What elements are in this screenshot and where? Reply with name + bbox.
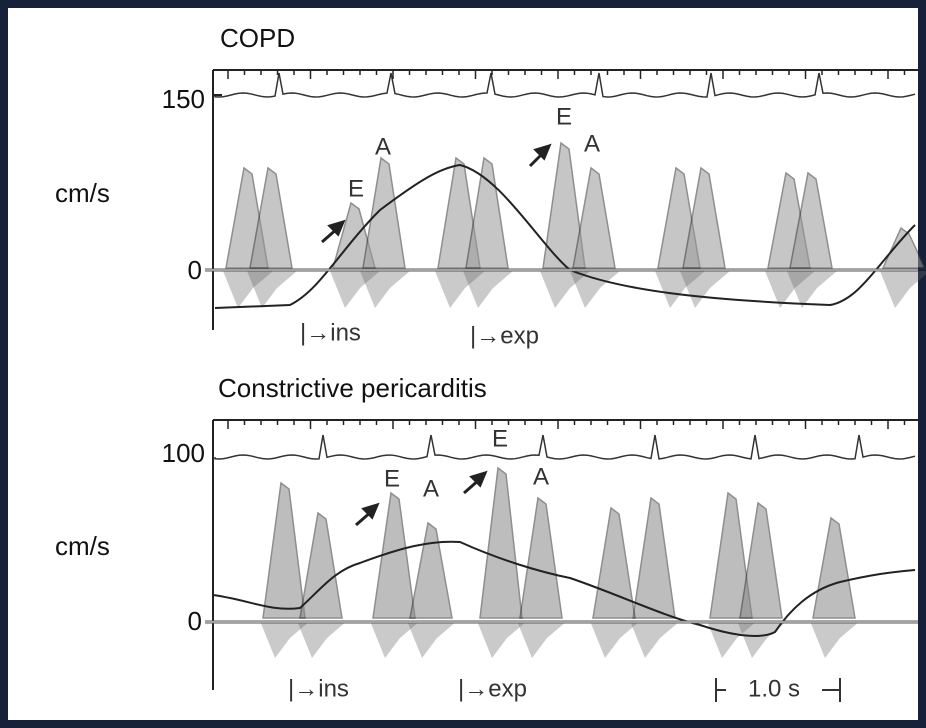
- reverse-flow: [787, 271, 837, 308]
- panel-title: COPD: [220, 23, 295, 53]
- tick-label: 100: [162, 438, 205, 468]
- reverse-flow: [630, 621, 680, 658]
- reverse-flow: [737, 621, 787, 658]
- marker: |→exp: [470, 322, 539, 349]
- reverse-flow: [765, 271, 815, 308]
- reverse-flow: [247, 271, 297, 308]
- marker: |→exp: [458, 675, 527, 702]
- marker: |→ins: [300, 319, 361, 346]
- traces: [212, 72, 926, 658]
- tick-label: 0: [188, 606, 202, 636]
- doppler-envelope: [299, 511, 343, 619]
- arrow-head: [469, 470, 488, 488]
- annotation: A: [423, 475, 439, 502]
- doppler-envelope: [465, 156, 509, 269]
- annotation: A: [533, 463, 549, 490]
- reverse-flow: [655, 271, 705, 308]
- y-label: cm/s: [55, 178, 110, 208]
- reverse-flow: [260, 621, 310, 658]
- respiration-trace: [214, 163, 916, 309]
- reverse-flow: [590, 621, 640, 658]
- doppler-envelope: [409, 521, 453, 619]
- reverse-flow: [330, 271, 380, 308]
- reverse-flow: [810, 621, 860, 658]
- reverse-flow: [360, 271, 410, 308]
- reverse-flow: [570, 271, 620, 308]
- reverse-flow: [223, 271, 273, 308]
- doppler-envelope: [682, 166, 726, 269]
- panel-title: Constrictive pericarditis: [218, 373, 487, 403]
- doppler-envelope: [372, 491, 416, 619]
- annotation: E: [348, 175, 364, 202]
- annotation: A: [584, 130, 600, 157]
- doppler-envelope: [479, 466, 523, 619]
- doppler-envelope: [542, 141, 586, 269]
- arrow-head: [533, 143, 552, 161]
- doppler-envelope: [881, 226, 926, 269]
- reverse-flow: [517, 621, 567, 658]
- doppler-envelope: [362, 156, 406, 269]
- reverse-flow: [880, 271, 926, 308]
- annotation: E: [492, 425, 508, 452]
- respiration-trace: [212, 540, 916, 637]
- reverse-flow: [463, 271, 513, 308]
- doppler-envelope: [572, 166, 616, 269]
- marker: |→ins: [288, 675, 349, 702]
- doppler-envelope: [812, 516, 856, 619]
- reverse-flow: [370, 621, 420, 658]
- doppler-envelope: [519, 496, 563, 619]
- scale-label: 1.0 s: [748, 675, 800, 702]
- tick-label: 150: [162, 84, 205, 114]
- tick-label: 0: [188, 255, 202, 285]
- reverse-flow: [540, 271, 590, 308]
- arrow-head: [361, 502, 380, 520]
- arrow-head: [327, 219, 346, 237]
- doppler-envelope: [789, 171, 833, 269]
- doppler-envelope: [709, 491, 753, 619]
- annotation: E: [556, 103, 572, 130]
- reverse-flow: [407, 621, 457, 658]
- arrows: [321, 143, 552, 527]
- y-label: cm/s: [55, 531, 110, 561]
- annotation: E: [384, 465, 400, 492]
- reverse-flow: [477, 621, 527, 658]
- reverse-flow: [435, 271, 485, 308]
- doppler-envelope: [249, 166, 293, 269]
- ecg-trace: [214, 72, 916, 98]
- doppler-envelope: [632, 496, 676, 619]
- annotation: A: [375, 133, 391, 160]
- ecg-trace: [214, 434, 916, 460]
- reverse-flow: [680, 271, 730, 308]
- reverse-flow: [297, 621, 347, 658]
- doppler-envelope: [262, 481, 306, 619]
- doppler-envelope: [739, 501, 783, 619]
